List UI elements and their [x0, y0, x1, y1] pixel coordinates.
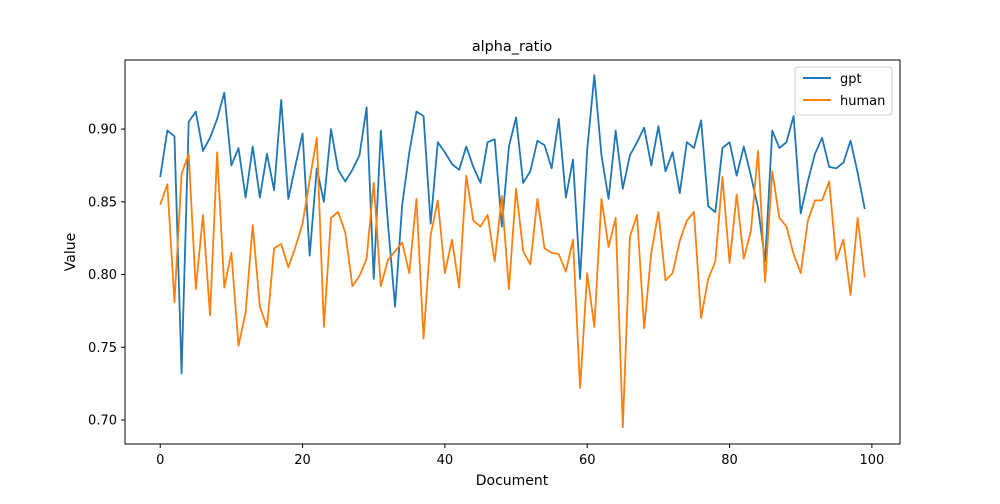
axes-frame [124, 59, 901, 445]
series-line-gpt [159, 74, 866, 375]
plot-area [159, 74, 866, 429]
chart-title: alpha_ratio [472, 39, 552, 55]
legend-label-gpt: gpt [840, 72, 862, 87]
x-axis-label: Document [476, 473, 549, 489]
x-tick-label: 60 [579, 453, 596, 468]
y-tick-label: 0.80 [88, 268, 117, 283]
x-tick-label: 40 [437, 453, 454, 468]
x-tick-label: 100 [859, 453, 884, 468]
y-tick-label: 0.85 [88, 195, 117, 210]
x-tick-label: 20 [294, 453, 311, 468]
y-axis-label: Value [63, 233, 79, 271]
x-tick-label: 0 [156, 453, 164, 468]
y-tick-label: 0.90 [88, 123, 117, 138]
legend-label-human: human [840, 94, 885, 109]
x-tick-label: 80 [721, 453, 738, 468]
series-line-human [159, 136, 866, 429]
legend: gpt human [794, 66, 893, 116]
y-tick-label: 0.70 [88, 414, 117, 429]
y-tick-label: 0.75 [88, 341, 117, 356]
axis-ticks: 0 20 40 60 80 100 0.70 0.75 0.80 0.85 0.90 [88, 123, 884, 468]
